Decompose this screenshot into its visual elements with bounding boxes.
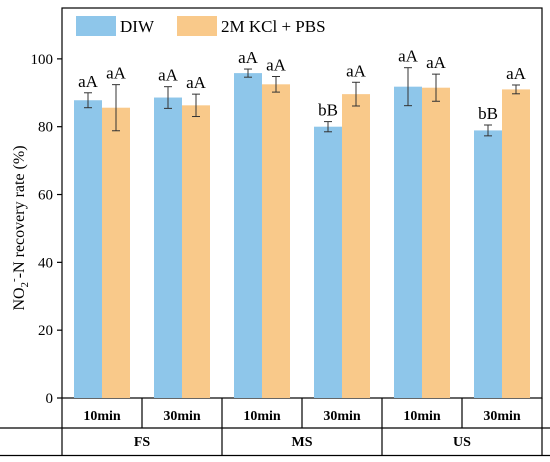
- significance-labels: aA aA aA bB aA bB aA aA aA aA aA aA: [78, 47, 527, 123]
- y-axis: 0 20 40 60 80 100: [31, 52, 62, 407]
- group-label: US: [453, 435, 471, 450]
- legend: DIW 2M KCl + PBS: [76, 16, 326, 36]
- category-rows: 10min 30min 10min 30min 10min 30min FS MS US: [0, 398, 550, 457]
- bar-diw: [314, 126, 342, 399]
- y-tick-label: 60: [38, 188, 53, 204]
- group-label: FS: [134, 435, 151, 450]
- y-tick-label: 20: [38, 323, 53, 339]
- significance-label: aA: [78, 72, 99, 91]
- x-tick-label: 10min: [243, 409, 281, 424]
- x-tick-label: 30min: [483, 409, 521, 424]
- plot-frame: [61, 7, 543, 399]
- significance-label: aA: [186, 73, 207, 92]
- bar-kcl-pbs: [182, 105, 210, 398]
- bar-kcl-pbs: [262, 84, 290, 398]
- legend-swatch: [76, 16, 116, 36]
- y-tick-label: 100: [31, 52, 54, 68]
- x-tick-label: 10min: [83, 409, 121, 424]
- significance-label: aA: [426, 53, 447, 72]
- bar-diw: [154, 97, 182, 399]
- bar-diw: [234, 73, 262, 399]
- significance-label: aA: [106, 64, 127, 83]
- x-tick-label: 30min: [163, 409, 201, 424]
- plot-area: [61, 7, 543, 399]
- y-axis-label: NO2--N recovery rate (%): [8, 145, 31, 310]
- significance-label: bB: [318, 101, 338, 120]
- y-tick-label: 40: [38, 255, 53, 271]
- significance-label: aA: [398, 47, 419, 66]
- bar-kcl-pbs: [422, 87, 450, 399]
- bar-kcl-pbs: [502, 89, 530, 399]
- legend-entry: DIW: [120, 17, 155, 36]
- bar-diw: [394, 86, 422, 399]
- x-tick-label: 10min: [403, 409, 441, 424]
- y-tick-label: 0: [46, 391, 54, 407]
- bars: [74, 73, 530, 399]
- significance-label: aA: [346, 61, 367, 80]
- significance-label: aA: [506, 64, 527, 83]
- bar-diw: [474, 130, 502, 398]
- x-tick-label: 30min: [323, 409, 361, 424]
- significance-label: aA: [266, 56, 287, 75]
- bar-diw: [74, 100, 102, 399]
- y-tick-label: 80: [38, 120, 53, 136]
- significance-label: aA: [158, 66, 179, 85]
- legend-entry: 2M KCl + PBS: [221, 17, 326, 36]
- bar-kcl-pbs: [102, 107, 130, 398]
- significance-label: bB: [478, 104, 498, 123]
- significance-label: aA: [238, 48, 259, 67]
- legend-swatch: [177, 16, 217, 36]
- bar-kcl-pbs: [342, 94, 370, 398]
- error-bars: [84, 67, 520, 137]
- group-label: MS: [292, 435, 313, 450]
